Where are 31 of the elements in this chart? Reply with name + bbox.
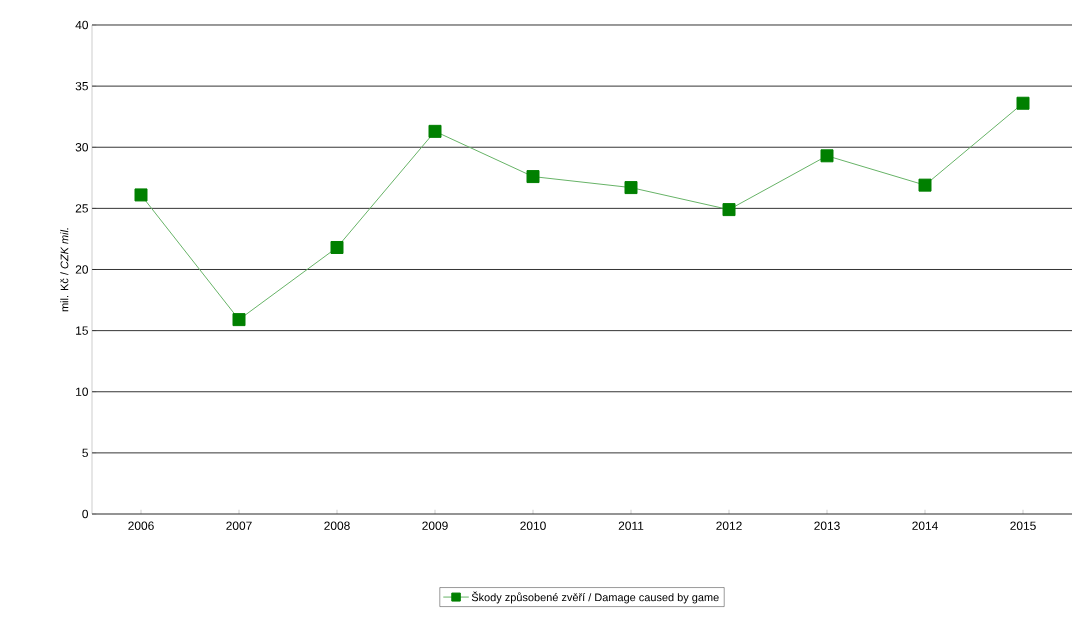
x-tick-label: 2014	[912, 521, 938, 530]
y-tick-label: 15	[76, 326, 88, 335]
point	[1016, 96, 1030, 110]
y-tick-label: 40	[75, 20, 89, 30]
y-tick-label: 10	[76, 387, 89, 396]
x-tick-label: 2012	[716, 521, 742, 530]
point	[232, 313, 246, 327]
x-tick-label: 2015	[1010, 521, 1036, 530]
legend-label: Škody způsobené zvěří / Damage caused by game	[471, 591, 719, 604]
y-tick-label: 0	[82, 509, 89, 519]
x-tick-label: 2013	[814, 521, 840, 530]
point	[428, 124, 442, 138]
point	[918, 178, 932, 192]
x-tick-label: 2011	[618, 521, 644, 530]
x-tick-label: 2006	[128, 521, 154, 530]
x-tick-label: 2009	[422, 521, 448, 530]
point	[722, 203, 736, 217]
point	[526, 170, 540, 184]
y-axis-title: mil. Kč / CZK mil.	[60, 228, 69, 312]
y-tick-label: 35	[75, 81, 88, 91]
point	[330, 240, 344, 254]
y-tick-label: 25	[75, 204, 88, 213]
x-tick-label: 2007	[226, 521, 252, 530]
x-tick-label: 2008	[324, 521, 350, 530]
point	[820, 149, 834, 163]
y-tick-label: 20	[75, 265, 89, 274]
y-tick-label: 5	[82, 448, 88, 458]
point	[624, 181, 638, 195]
point	[134, 188, 148, 202]
x-tick-label: 2010	[520, 521, 546, 530]
y-tick-label: 30	[75, 143, 89, 152]
